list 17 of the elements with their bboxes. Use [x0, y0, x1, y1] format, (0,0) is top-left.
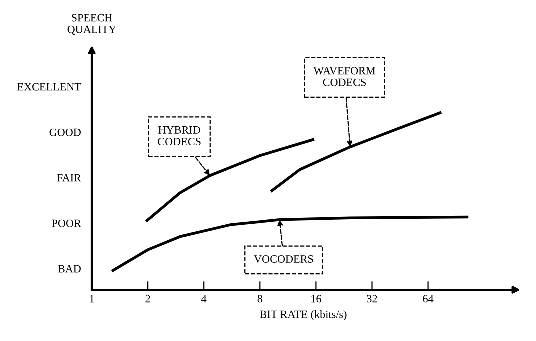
x-axis-title: BIT RATE (kbits/s) — [260, 310, 347, 321]
x-tick-label: 2 — [146, 295, 150, 303]
text: BAD — [58, 265, 81, 273]
x-tick-label: 64 — [423, 295, 434, 303]
x-tick-label: 1 — [90, 295, 94, 303]
annotation: HYBRID CODECS — [158, 126, 201, 146]
x-tick-label: 8 — [258, 295, 263, 303]
text: SPEECH QUALITY — [68, 14, 116, 36]
text: EXCELLENT — [18, 83, 82, 91]
x-tick-label: 16 — [312, 295, 322, 303]
x-tick-label: 32 — [367, 295, 378, 303]
annotation: WAVEFORM CODECS — [314, 67, 376, 86]
x-tick-label: 4 — [202, 295, 207, 303]
text: POOR — [52, 220, 82, 228]
text: GOOD — [50, 128, 81, 136]
text: FAIR — [57, 174, 82, 182]
annotation: VOCODERS — [254, 256, 314, 264]
